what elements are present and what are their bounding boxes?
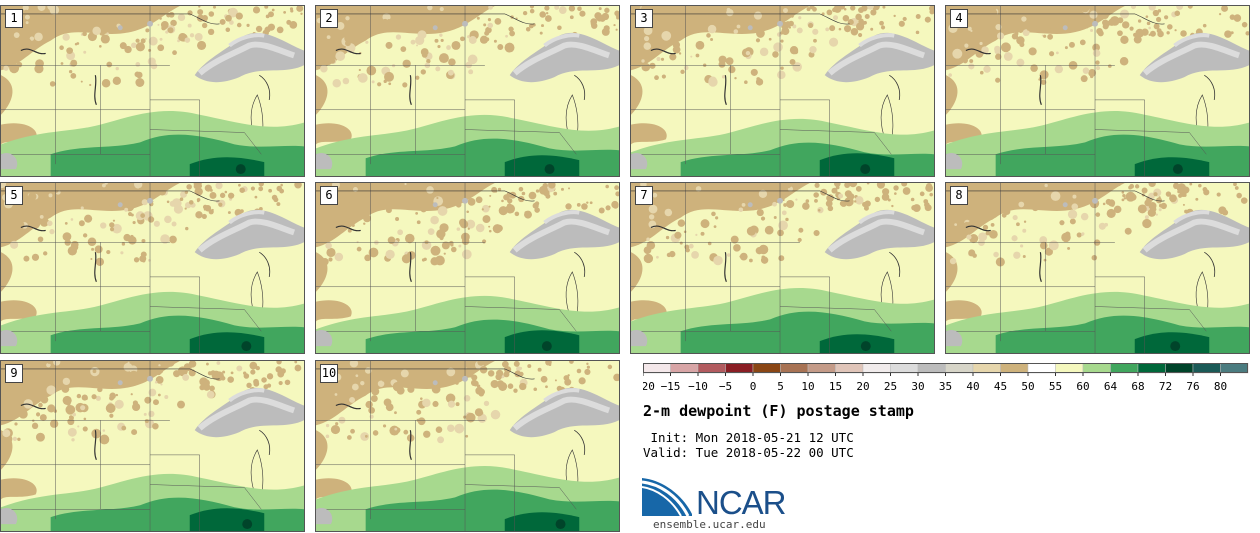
colorbar-swatch	[1192, 363, 1221, 374]
colorbar-swatch	[670, 363, 699, 374]
colorbar-tick-label: 72	[1159, 380, 1172, 393]
colorbar-swatch	[1165, 363, 1194, 374]
ncar-logo: NCAR	[642, 478, 787, 518]
colorbar-swatch	[835, 363, 864, 374]
colorbar-tick-label: 30	[911, 380, 924, 393]
init-time: Init: Mon 2018-05-21 12 UTC	[643, 430, 854, 445]
colorbar-tick-label: 10	[801, 380, 814, 393]
member-panel-1: 1	[0, 5, 305, 177]
colorbar-swatch	[1137, 363, 1166, 374]
member-panel-5: 5	[0, 182, 305, 354]
member-label: 6	[320, 186, 338, 205]
colorbar-tick-label: 20	[856, 380, 869, 393]
member-label: 9	[5, 364, 23, 383]
colorbar-swatch	[1055, 363, 1084, 374]
colorbar-tick-label: 5	[777, 380, 784, 393]
colorbar-swatch	[643, 363, 671, 374]
colorbar-swatch	[862, 363, 891, 374]
colorbar-tick-label: 0	[750, 380, 757, 393]
colorbar-tick-label: 64	[1104, 380, 1118, 393]
colorbar-tick-label: 80	[1214, 380, 1227, 393]
colorbar-tick-label: 55	[1049, 380, 1062, 393]
colorbar-swatch	[780, 363, 809, 374]
colorbar-swatch	[945, 363, 974, 374]
member-label: 10	[320, 364, 338, 383]
colorbar-swatch	[890, 363, 919, 374]
dewpoint-map	[1, 6, 304, 176]
member-label: 7	[635, 186, 653, 205]
member-label: 2	[320, 9, 338, 28]
colorbar-swatch	[1000, 363, 1029, 374]
colorbar-swatch	[1110, 363, 1139, 374]
ncar-url: ensemble.ucar.edu	[653, 518, 766, 531]
colorbar-tick-label: 68	[1131, 380, 1144, 393]
colorbar-tick-label: 60	[1076, 380, 1089, 393]
member-panel-9: 9	[0, 360, 305, 532]
member-panel-2: 2	[315, 5, 620, 177]
colorbar-tick-label: 15	[829, 380, 842, 393]
member-panel-10: 10	[315, 360, 620, 532]
colorbar-swatch	[725, 363, 754, 374]
dewpoint-map	[316, 361, 619, 531]
colorbar-tick-label: −10	[688, 380, 708, 393]
dewpoint-map	[631, 183, 934, 353]
ncar-wordmark: NCAR	[696, 484, 786, 518]
colorbar-tick-label: 76	[1186, 380, 1199, 393]
member-panel-6: 6	[315, 182, 620, 354]
member-label: 8	[950, 186, 968, 205]
colorbar-legend: −20 −15 −10 −5 0 5 10 15 20 25 30 35 40 45 50 55 60 64 68 7…	[643, 363, 1249, 393]
plot-title: 2-m dewpoint (F) postage stamp	[643, 402, 914, 420]
dewpoint-map	[316, 183, 619, 353]
colorbar-tick-label: 45	[994, 380, 1007, 393]
member-panel-8: 8	[945, 182, 1250, 354]
member-panel-7: 7	[630, 182, 935, 354]
member-label: 1	[5, 9, 23, 28]
colorbar-tick-label: 35	[939, 380, 952, 393]
colorbar-swatch	[697, 363, 726, 374]
ncar-swoosh-icon	[642, 478, 692, 517]
dewpoint-map	[946, 6, 1249, 176]
colorbar-tick-label: 25	[884, 380, 897, 393]
member-panel-3: 3	[630, 5, 935, 177]
colorbar-swatch	[1027, 363, 1056, 374]
dewpoint-map	[1, 361, 304, 531]
member-label: 5	[5, 186, 23, 205]
colorbar-tick-label: −15	[661, 380, 681, 393]
dewpoint-map	[1, 183, 304, 353]
colorbar-swatch	[807, 363, 836, 374]
colorbar-tick-label: 40	[966, 380, 979, 393]
colorbar-tick-label: −20	[643, 380, 655, 393]
colorbar-swatch	[917, 363, 946, 374]
colorbar-tick-label: 50	[1021, 380, 1034, 393]
colorbar-tick-label: −5	[719, 380, 732, 393]
colorbar-swatch	[1082, 363, 1111, 374]
member-label: 4	[950, 9, 968, 28]
colorbar-swatch	[1220, 363, 1249, 374]
colorbar-swatch	[972, 363, 1001, 374]
member-panel-4: 4	[945, 5, 1250, 177]
member-label: 3	[635, 9, 653, 28]
valid-time: Valid: Tue 2018-05-22 00 UTC	[643, 445, 854, 460]
colorbar-swatch	[752, 363, 781, 374]
dewpoint-map	[316, 6, 619, 176]
dewpoint-map	[631, 6, 934, 176]
dewpoint-map	[946, 183, 1249, 353]
